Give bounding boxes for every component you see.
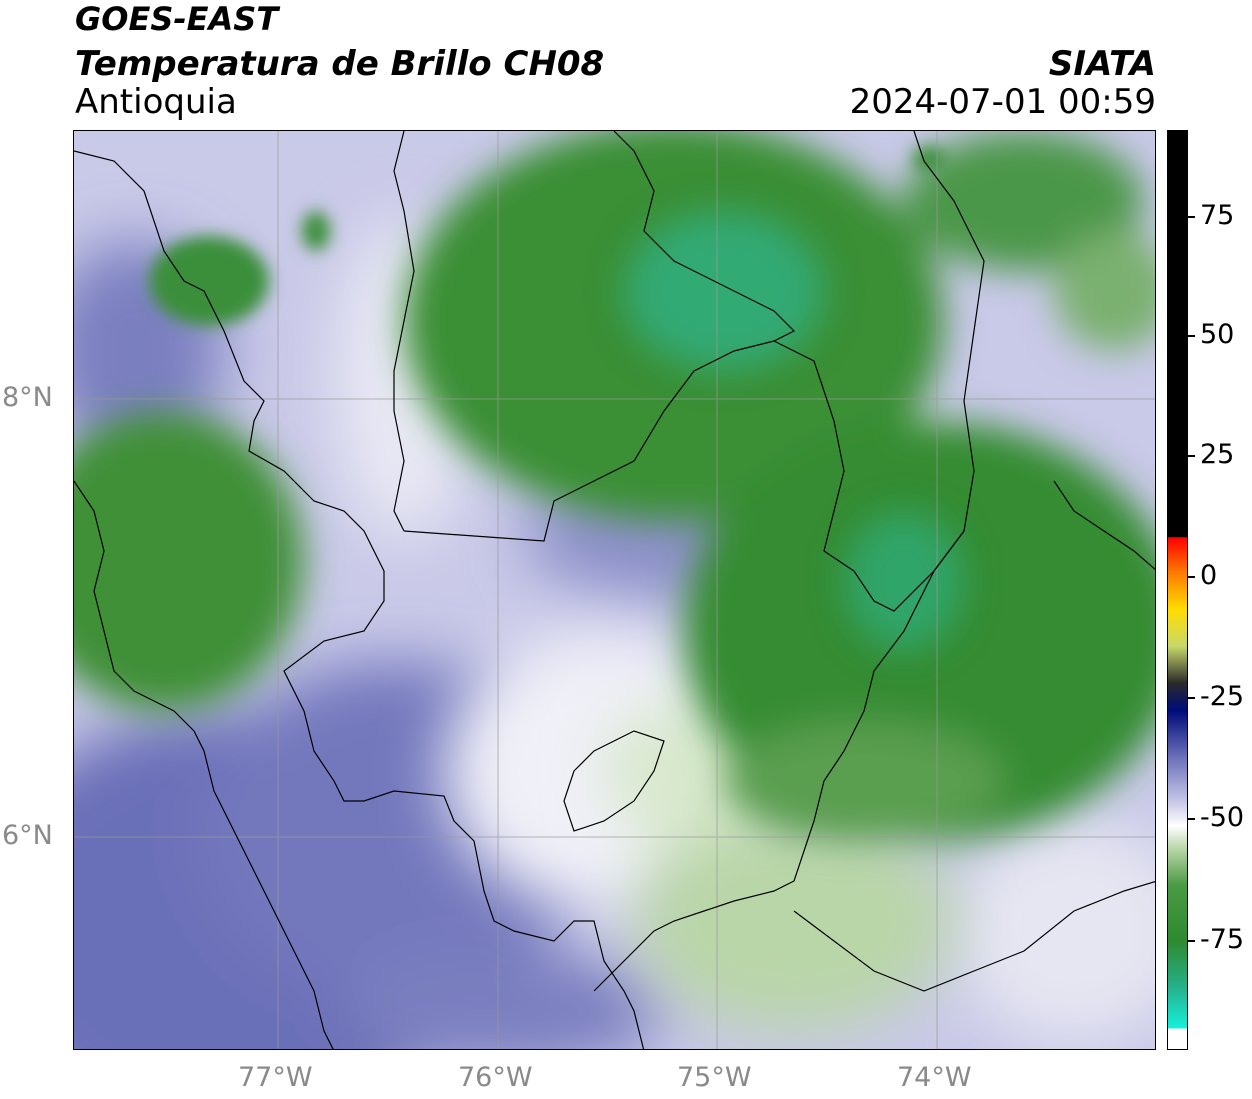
colorbar-tick xyxy=(1188,455,1195,457)
colorbar-tick xyxy=(1188,818,1195,820)
department-border-south xyxy=(593,530,965,992)
longitude-label-76w: 76°W xyxy=(458,1062,533,1093)
latitude-label-6n: 6°N xyxy=(2,820,53,851)
colorbar-tick xyxy=(1188,216,1195,218)
department-border-north xyxy=(403,131,796,542)
border-east-line xyxy=(1053,480,1155,571)
colorbar-tick xyxy=(1188,940,1195,942)
colorbar-tick xyxy=(1188,576,1195,578)
colorbar-label-25: 25 xyxy=(1200,439,1235,470)
colorbar-label-75: 75 xyxy=(1200,200,1235,231)
longitude-label-74w: 74°W xyxy=(897,1062,972,1093)
colorbar-gradient xyxy=(1168,131,1187,1049)
colorbar-label-0: 0 xyxy=(1200,560,1218,591)
pacific-coast-line xyxy=(74,480,334,1049)
brightness-temperature-map[interactable] xyxy=(73,130,1156,1050)
gulf-coast-line xyxy=(393,131,415,532)
colorbar-label-50: 50 xyxy=(1200,319,1235,350)
product-title: Temperatura de Brillo CH08 xyxy=(75,44,605,84)
metro-area-outline xyxy=(563,730,665,832)
small-green-cells xyxy=(149,147,945,326)
latitude-label-8n: 8°N xyxy=(2,382,53,413)
department-border-east xyxy=(773,131,985,612)
colorbar-label-minus25: -25 xyxy=(1200,681,1245,712)
map-canvas xyxy=(74,131,1155,1049)
coast-border-line xyxy=(74,150,645,1049)
timestamp-label: 2024-07-01 00:59 xyxy=(849,82,1156,122)
border-southeast-line xyxy=(793,880,1155,992)
region-title: Antioquia xyxy=(75,82,237,122)
satellite-title: GOES-EAST xyxy=(75,0,279,38)
colorbar-label-minus50: -50 xyxy=(1200,802,1245,833)
colorbar-label-minus75: -75 xyxy=(1200,924,1245,955)
coldest-teal-cores xyxy=(624,211,964,651)
organization-label: SIATA xyxy=(1048,44,1156,84)
colorbar xyxy=(1167,130,1188,1050)
longitude-label-77w: 77°W xyxy=(238,1062,313,1093)
longitude-label-75w: 75°W xyxy=(677,1062,752,1093)
colorbar-tick xyxy=(1188,697,1195,699)
graticule xyxy=(74,131,1155,1049)
boundaries xyxy=(74,131,1155,1049)
colorbar-tick xyxy=(1188,335,1195,337)
